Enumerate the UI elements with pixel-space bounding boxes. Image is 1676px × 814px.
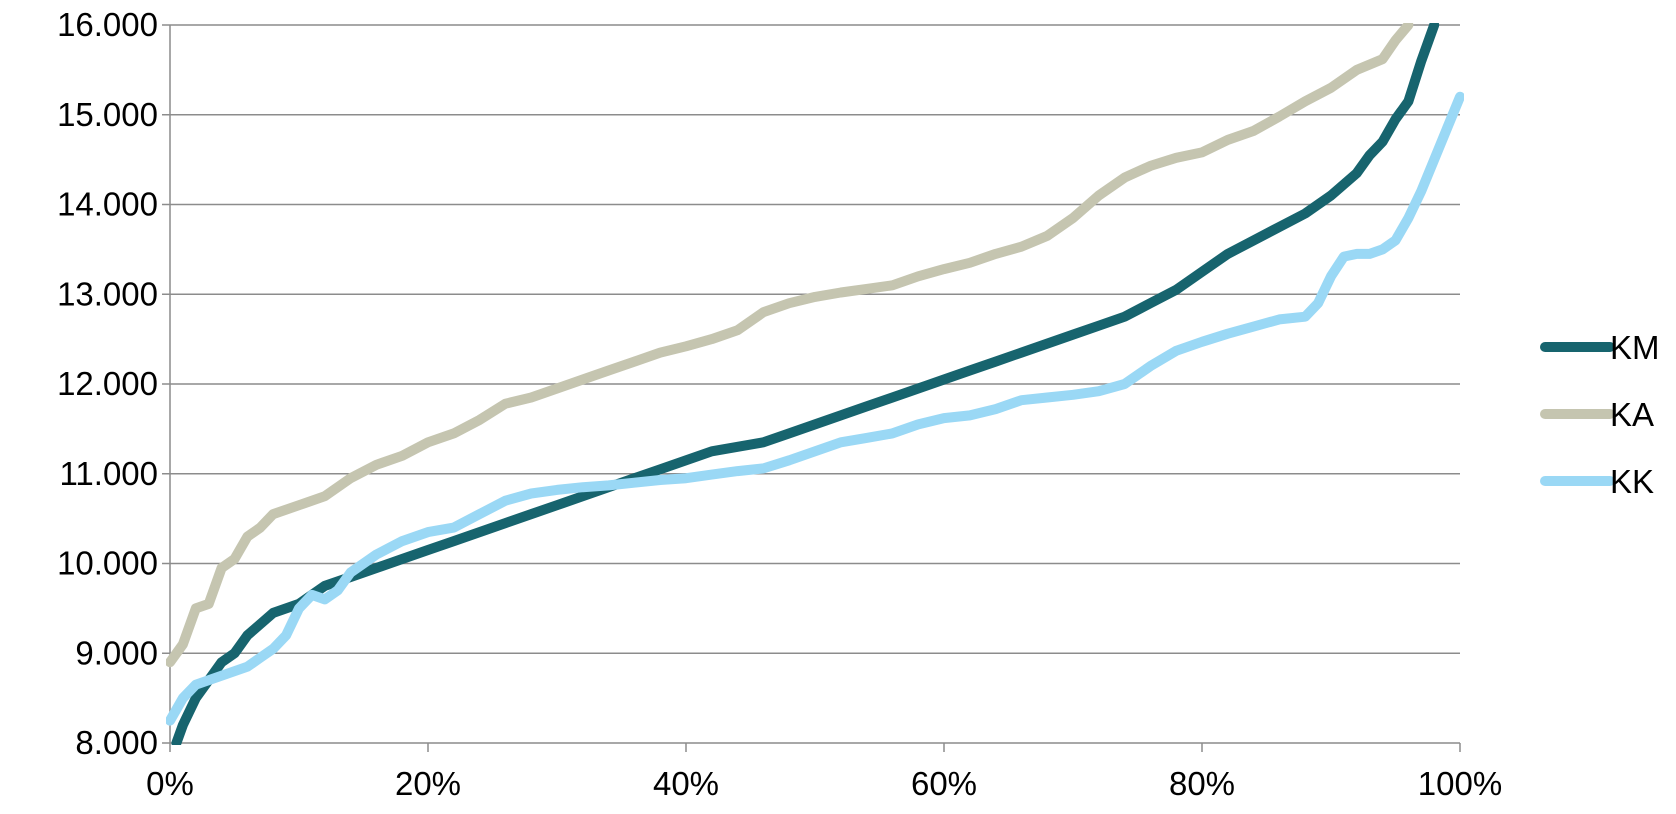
legend: KM KA KK [1540,329,1660,500]
y-tick-label: 12.000 [57,365,158,402]
y-tick-label: 8.000 [75,724,158,761]
y-tick-label: 11.000 [60,455,158,492]
legend-label-ka: KA [1610,396,1654,433]
y-tick-label: 16.000 [57,6,158,43]
y-tick-label: 14.000 [57,186,158,223]
y-tick-label: 10.000 [57,545,158,582]
legend-label-km: KM [1610,329,1660,366]
x-tick-label: 80% [1169,765,1235,802]
axes: 8.000 9.000 10.000 11.000 12.000 13.000 14.000… [57,6,1502,802]
legend-label-kk: KK [1610,463,1654,500]
y-tick-label: 9.000 [75,634,158,671]
y-tick-label: 13.000 [57,275,158,312]
x-tick-label: 40% [653,765,719,802]
x-tick-label: 100% [1418,765,1502,802]
series-line-kk [166,91,1464,726]
x-tick-label: 0% [146,765,194,802]
y-tick-label: 15.000 [57,96,158,133]
x-tick-label: 20% [395,765,461,802]
series-line-ka [166,23,1414,668]
x-tick-label: 60% [911,765,977,802]
series-lines [166,23,1464,745]
series-line-km [171,23,1440,745]
